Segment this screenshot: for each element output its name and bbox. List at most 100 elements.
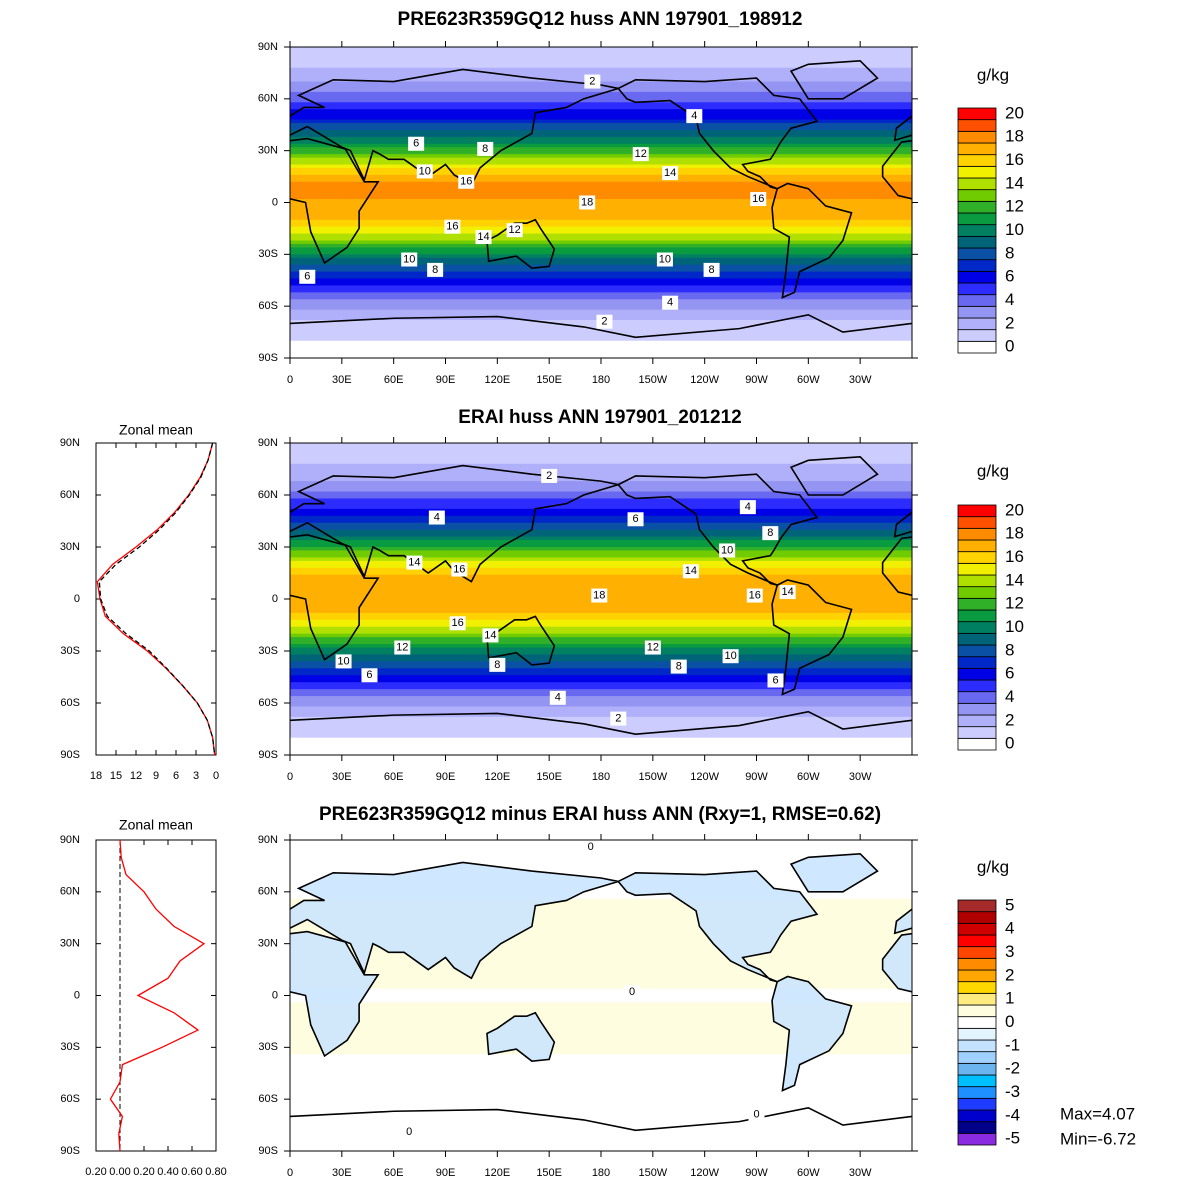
y-tick-label: 30N (258, 938, 278, 950)
colorbar-box (957, 992, 997, 1006)
map-band (290, 1068, 912, 1073)
colorbar-unit: g/kg (977, 65, 1009, 84)
colorbar-box (957, 119, 997, 132)
map-band (290, 498, 912, 503)
map-band (290, 281, 912, 287)
map-band (290, 1137, 912, 1142)
colorbar-label: 8 (1005, 243, 1014, 262)
map-band (290, 547, 912, 552)
y-tick-label: 60N (258, 489, 278, 501)
contour-label-box (401, 252, 418, 267)
map-band (290, 223, 912, 228)
x-tick-label: 150W (638, 771, 667, 783)
map-band (290, 992, 912, 997)
map-band (290, 64, 912, 69)
x-tick-label: 15 (110, 770, 122, 782)
map-band (290, 567, 912, 572)
map-band (290, 950, 912, 955)
map-band (290, 508, 912, 513)
x-tick-label: 18 (90, 770, 102, 782)
y-tick-label: 60S (60, 697, 80, 709)
colorbar-box (957, 527, 997, 541)
contour-label-box (408, 136, 425, 151)
x-tick-label: 0 (287, 374, 293, 386)
map-band (290, 333, 912, 338)
y-tick-label: 30S (60, 645, 80, 657)
zonal-title: Zonal mean (119, 817, 193, 833)
map-band (290, 261, 912, 266)
contour-label-box (449, 616, 466, 631)
coastline (486, 1011, 556, 1062)
coastline (881, 139, 912, 200)
map-band (290, 605, 912, 610)
map-band (290, 278, 912, 283)
map-band (290, 116, 912, 121)
map-band (290, 288, 912, 293)
map-band (290, 1092, 912, 1097)
colorbar-box (957, 1109, 997, 1123)
map-band (290, 1040, 912, 1045)
colorbar-label: 20 (1005, 103, 1024, 122)
contour-label-box (579, 195, 596, 210)
map-band (290, 1109, 912, 1114)
map-band (290, 689, 912, 694)
map-band (290, 212, 912, 217)
coastline (1109, 1013, 1176, 1061)
map-band (290, 171, 912, 176)
x-tick-label: 180 (592, 1167, 610, 1179)
map-band (290, 443, 912, 448)
map-band (290, 57, 912, 62)
map-band (290, 285, 912, 290)
contour-label: 6 (366, 669, 372, 681)
x-tick-label: 60E (384, 374, 404, 386)
map-band (290, 1074, 912, 1080)
map-band (290, 1071, 912, 1076)
colorbar-box (957, 1016, 997, 1029)
contour-label: 12 (508, 224, 520, 236)
contour-label-box (686, 109, 703, 124)
colorbar-box (957, 224, 997, 237)
map-band (290, 985, 912, 990)
map-band (290, 864, 912, 869)
x-tick-label: 90E (436, 1167, 456, 1179)
contour-label: 12 (635, 148, 647, 160)
map-band (290, 1088, 912, 1093)
map-band (290, 637, 912, 642)
map-band (290, 181, 912, 186)
contour-label-box (361, 668, 378, 683)
colorbar-box (957, 154, 997, 167)
map-band (290, 233, 912, 238)
stat-annotation: Max=4.07 (1060, 1104, 1135, 1123)
y-tick-label: 90S (258, 352, 278, 364)
map-band (290, 446, 912, 451)
colorbar-label: -2 (1005, 1059, 1020, 1078)
map-band (290, 888, 912, 893)
map-band (290, 929, 912, 934)
colorbar-box (957, 107, 997, 121)
contour-label-box (662, 166, 679, 181)
map-band (290, 178, 912, 183)
contour-label: 2 (589, 75, 595, 87)
map-band (290, 692, 912, 697)
colorbar-box (957, 969, 997, 983)
map-band (290, 668, 912, 673)
colorbar-box (957, 621, 997, 634)
contour-label: 4 (667, 297, 673, 309)
zonal-frame (95, 442, 217, 756)
map-band (290, 302, 912, 307)
x-tick-label: 30E (332, 771, 352, 783)
map-band (290, 102, 912, 107)
contour-label-box (644, 640, 661, 655)
colorbar-label: 0 (1005, 1012, 1014, 1031)
colorbar-box (957, 1062, 997, 1076)
map-band (290, 133, 912, 138)
contour-label-box (428, 510, 445, 525)
map-band (290, 326, 912, 331)
colorbar-label: 10 (1005, 617, 1024, 636)
coastline (290, 313, 912, 339)
map-band (290, 957, 912, 962)
map-band (290, 853, 912, 858)
zonal-line (96, 442, 216, 756)
